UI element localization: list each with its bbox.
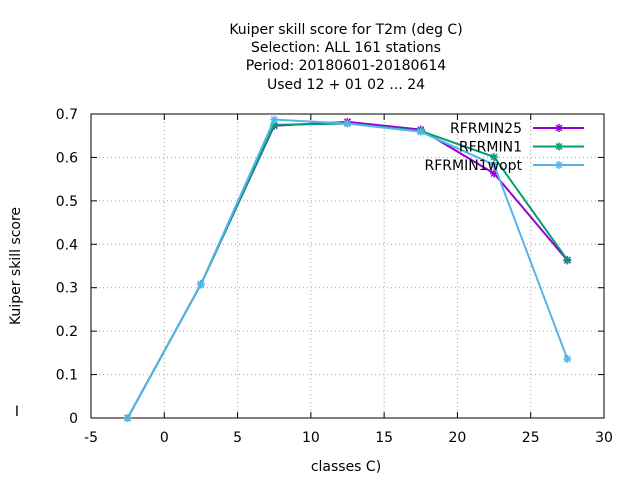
data-point: [563, 255, 572, 264]
chart-title: Kuiper skill score for T2m (deg C) Selec…: [229, 22, 462, 93]
data-point: [270, 120, 279, 129]
x-axis-label: classes C): [311, 459, 381, 475]
grid-lines: [91, 114, 604, 418]
chart-title-line-2: Selection: ALL 161 stations: [251, 40, 441, 56]
y-tick-label: 0.7: [56, 107, 78, 123]
data-point: [490, 169, 499, 178]
legend-label: RFRMIN1: [459, 140, 522, 156]
x-tick-label: 25: [522, 430, 540, 446]
data-point: [416, 127, 425, 136]
y-axis-label: Kuiper skill score: [8, 207, 24, 325]
y-tick-label: 0: [69, 411, 78, 427]
x-tick-label: -5: [84, 430, 98, 446]
data-series: [123, 115, 572, 422]
legend-entry: RFRMIN1wopt: [425, 158, 584, 174]
x-tick-label: 15: [375, 430, 393, 446]
side-mark: I: [15, 404, 19, 420]
legend-entry: RFRMIN1: [459, 140, 584, 156]
chart-title-line-3: Period: 20180601-20180614: [246, 58, 446, 74]
data-point: [563, 354, 572, 363]
data-point: [490, 160, 499, 169]
y-tick-label: 0.3: [56, 281, 78, 297]
y-tick-label: 0.2: [56, 324, 78, 340]
legend-label: RFRMIN25: [450, 121, 522, 137]
x-tick-label: 30: [595, 430, 613, 446]
y-tick-label: 0.1: [56, 368, 78, 384]
data-point: [123, 414, 132, 422]
data-point: [555, 142, 563, 151]
x-tick-label: 20: [449, 430, 467, 446]
data-point: [555, 161, 563, 169]
data-point: [196, 280, 205, 289]
y-tick-label: 0.5: [56, 194, 78, 210]
y-tick-label: 0.4: [56, 237, 78, 253]
chart-title-line-1: Kuiper skill score for T2m (deg C): [229, 22, 462, 38]
y-tick-label: 0.6: [56, 150, 78, 166]
series-rfrmin1wopt: [123, 115, 572, 422]
data-point: [490, 152, 499, 161]
x-tick-label: 5: [233, 430, 242, 446]
x-tick-label: 0: [160, 430, 169, 446]
data-point: [343, 119, 352, 128]
data-point: [555, 124, 563, 132]
legend-label: RFRMIN1wopt: [425, 158, 523, 174]
plot-frame: [90, 113, 605, 419]
x-tick-label: 10: [302, 430, 320, 446]
chart-title-line-4: Used 12 + 01 02 ... 24: [267, 77, 425, 93]
legend-entry: RFRMIN25: [450, 121, 584, 137]
data-point: [270, 115, 279, 124]
legend: RFRMIN25 RFRMIN1 RFRMIN1wopt: [425, 121, 584, 174]
axes: -5 0 5 10 15 20 25 30 0 0.1 0.2 0.3 0.4 0.5 0.6 0.7: [56, 107, 613, 446]
